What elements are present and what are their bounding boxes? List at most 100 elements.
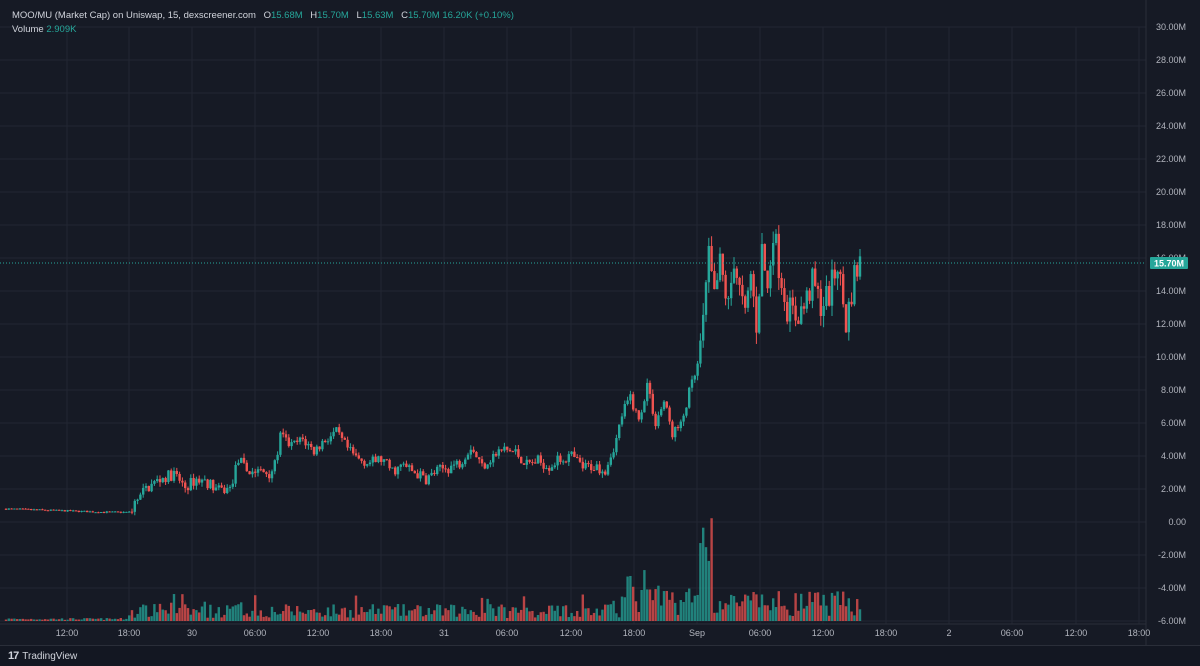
volume-bar — [296, 606, 299, 621]
volume-bar — [231, 606, 234, 621]
volume-bar — [391, 609, 394, 621]
candle-body — [553, 465, 556, 468]
candle-body — [413, 471, 416, 474]
y-tick-label: 2.00M — [1161, 484, 1186, 494]
candle-body — [786, 301, 789, 322]
volume-bar — [842, 591, 845, 621]
candle-body — [114, 511, 117, 513]
x-tick-label: 12:00 — [307, 628, 330, 638]
x-tick-label: 06:00 — [749, 628, 772, 638]
volume-bar — [223, 614, 226, 621]
candle-body — [13, 508, 16, 510]
volume-bar — [228, 608, 232, 621]
volume-bar — [550, 605, 554, 621]
volume-bar — [520, 609, 523, 621]
volume-bar — [245, 613, 248, 621]
candle-body — [161, 478, 164, 483]
volume-bar — [18, 618, 22, 621]
legend-volume-row: Volume 2.909K — [12, 23, 514, 37]
volume-bar — [665, 590, 668, 621]
volume-bar — [161, 609, 164, 621]
candle-body — [172, 470, 176, 481]
candle-body — [326, 441, 330, 443]
candle-body — [735, 268, 738, 278]
volume-bar — [472, 611, 475, 621]
volume-bar — [548, 605, 551, 621]
volume-bar — [52, 618, 55, 621]
high-value: 15.70M — [317, 10, 349, 21]
candle-body — [270, 471, 274, 479]
tradingview-logo[interactable]: 17 TradingView — [8, 650, 77, 662]
candle-body — [276, 454, 279, 461]
x-tick-label: 30 — [187, 628, 197, 638]
volume-bar — [856, 599, 859, 621]
candle-body — [794, 305, 797, 321]
candle-body — [349, 447, 352, 449]
candle-body — [324, 440, 327, 443]
volume-bar — [301, 612, 304, 621]
candle-body — [298, 437, 302, 442]
volume-bar — [10, 618, 13, 621]
candle-body — [405, 463, 408, 467]
volume-bar — [94, 618, 97, 621]
volume-bar — [469, 610, 472, 621]
candle-body — [133, 500, 136, 512]
candle-body — [234, 464, 237, 484]
candle-body — [542, 462, 545, 469]
volume-bar — [570, 612, 573, 621]
volume-bar — [531, 610, 534, 621]
volume-bar — [352, 617, 355, 621]
candle-body — [696, 363, 699, 376]
volume-bar — [825, 605, 828, 621]
volume-bar — [259, 610, 262, 621]
candle-body — [492, 453, 495, 463]
candle-body — [83, 510, 86, 512]
volume-bar — [100, 618, 103, 621]
candle-body — [32, 509, 36, 511]
volume-bar — [839, 604, 842, 621]
candle-body — [153, 481, 156, 484]
candle-body — [206, 479, 209, 489]
volume-bar — [716, 612, 719, 621]
volume-value: 2.909K — [46, 24, 77, 35]
candle-body — [66, 510, 69, 512]
y-tick-label: 20.00M — [1156, 187, 1186, 197]
chart-grid — [0, 26, 1146, 624]
candle-body — [808, 290, 811, 301]
volume-bar — [556, 605, 559, 621]
candle-body — [321, 440, 324, 450]
volume-bar — [758, 607, 761, 621]
volume-bar — [371, 604, 374, 621]
candle-body — [483, 463, 486, 469]
candlestick-chart[interactable]: 30.00M28.00M26.00M24.00M22.00M20.00M18.0… — [0, 0, 1200, 645]
candle-body — [525, 459, 528, 465]
volume-bar — [388, 606, 391, 621]
y-tick-label: 8.00M — [1161, 385, 1186, 395]
candle-body — [766, 270, 769, 289]
candle-body — [769, 265, 772, 289]
candle-body — [455, 460, 458, 465]
volume-bar — [186, 608, 190, 621]
volume-bar — [704, 547, 708, 621]
candle-body — [791, 297, 794, 306]
volume-bar — [615, 613, 618, 621]
volume-bar — [811, 602, 814, 621]
candle-body — [189, 477, 192, 491]
candle-body — [346, 439, 349, 448]
volume-bar — [480, 597, 484, 621]
y-tick-label: 22.00M — [1156, 154, 1186, 164]
y-tick-label: 6.00M — [1161, 418, 1186, 428]
volume-bar — [324, 615, 327, 621]
volume-bar — [399, 615, 402, 621]
volume-bar — [200, 606, 204, 621]
candle-body — [170, 470, 173, 481]
volume-bar — [514, 607, 517, 621]
candle-body — [511, 451, 514, 453]
candle-body — [847, 301, 850, 333]
candle-body — [74, 510, 78, 512]
volume-bar — [357, 614, 360, 621]
volume-bar — [508, 611, 512, 621]
volume-bar — [489, 604, 492, 621]
candle-body — [699, 340, 702, 364]
volume-bar — [657, 585, 660, 621]
